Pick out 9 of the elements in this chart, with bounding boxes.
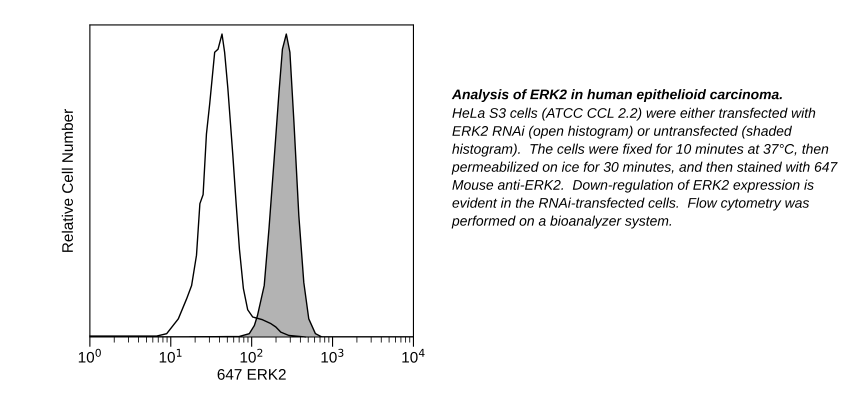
text: HeLa S3 cells (ATCC CCL 2.2) were either transfected with ERK2 RNAi (open histogram) or untransfected (shaded histogram). The cells were fixed for 10 minutes at 37°C, then permeabilized on ice for 30 minutes, and then stained with 647 Mouse anti-ERK2. Down-regulation of ERK2 expression is evident in the RNAi-transfected cells. Flow cytometry was performed on a bioanalyzer system. — [452, 108, 838, 229]
x-tick-label: 10$^{0}$ — [78, 348, 101, 363]
x-axis-title: 647 ERK2 — [218, 369, 286, 380]
x-tick-label: 10$^{4}$ — [402, 348, 425, 363]
x-tick-label: 10$^{3}$ — [322, 348, 344, 363]
text: Analysis of ERK2 in human epithelioid carcinoma. — [452, 89, 782, 102]
x-tick-label: 10$^{2}$ — [240, 348, 262, 363]
x-tick-label: 10$^{1}$ — [160, 348, 182, 363]
y-axis-title: Relative Cell Number — [62, 109, 73, 252]
